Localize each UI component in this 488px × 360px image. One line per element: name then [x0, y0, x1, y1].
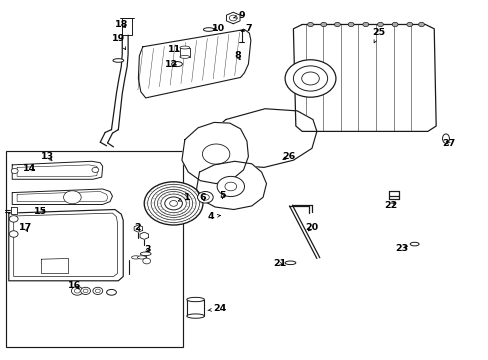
- Circle shape: [151, 187, 196, 220]
- Text: 2: 2: [134, 223, 141, 232]
- Polygon shape: [11, 207, 17, 214]
- Text: 6: 6: [199, 193, 206, 202]
- Circle shape: [202, 144, 229, 164]
- Circle shape: [142, 258, 150, 264]
- Circle shape: [93, 287, 102, 294]
- Text: 13: 13: [41, 152, 54, 161]
- Polygon shape: [293, 24, 435, 131]
- Text: 10: 10: [212, 23, 224, 32]
- Ellipse shape: [285, 261, 295, 265]
- Circle shape: [293, 66, 327, 91]
- Ellipse shape: [113, 59, 123, 62]
- Polygon shape: [17, 165, 98, 176]
- Circle shape: [9, 216, 18, 222]
- Text: 11: 11: [167, 45, 181, 54]
- Circle shape: [147, 184, 199, 222]
- Polygon shape: [226, 12, 240, 24]
- Text: 24: 24: [207, 304, 226, 313]
- Text: 16: 16: [67, 281, 81, 289]
- Text: 21: 21: [272, 259, 286, 268]
- Circle shape: [11, 168, 18, 174]
- Ellipse shape: [409, 242, 418, 246]
- Ellipse shape: [137, 256, 146, 259]
- Polygon shape: [122, 18, 132, 35]
- Circle shape: [320, 22, 326, 27]
- Ellipse shape: [203, 28, 214, 31]
- Text: 15: 15: [34, 207, 46, 216]
- Text: 1: 1: [178, 193, 190, 202]
- Text: 7: 7: [241, 23, 251, 32]
- Circle shape: [418, 22, 424, 27]
- Circle shape: [406, 22, 412, 27]
- Ellipse shape: [171, 62, 182, 67]
- Polygon shape: [12, 189, 112, 204]
- Circle shape: [301, 72, 319, 85]
- Text: 8: 8: [234, 51, 241, 60]
- Polygon shape: [12, 161, 102, 179]
- Ellipse shape: [131, 256, 140, 259]
- Bar: [6, 151, 183, 347]
- Circle shape: [157, 192, 189, 215]
- Text: 17: 17: [19, 223, 32, 232]
- Polygon shape: [140, 232, 148, 239]
- Circle shape: [362, 22, 368, 27]
- Polygon shape: [182, 122, 248, 184]
- Circle shape: [201, 194, 209, 200]
- Circle shape: [9, 231, 18, 237]
- Circle shape: [169, 201, 177, 206]
- Ellipse shape: [140, 252, 151, 256]
- Text: 25: 25: [372, 28, 385, 43]
- Text: 22: 22: [384, 201, 397, 210]
- Circle shape: [83, 289, 88, 293]
- Text: 26: 26: [281, 152, 295, 161]
- Circle shape: [391, 22, 397, 27]
- Circle shape: [164, 197, 182, 210]
- Polygon shape: [180, 48, 189, 57]
- Text: 18: 18: [114, 20, 128, 29]
- Circle shape: [307, 22, 313, 27]
- Text: 23: 23: [395, 244, 407, 253]
- Text: 9: 9: [233, 10, 245, 19]
- Polygon shape: [138, 30, 250, 98]
- Circle shape: [71, 287, 83, 295]
- Circle shape: [81, 287, 90, 294]
- Circle shape: [217, 176, 244, 197]
- Circle shape: [92, 167, 99, 172]
- Circle shape: [74, 289, 80, 293]
- Polygon shape: [196, 161, 266, 210]
- Polygon shape: [14, 213, 117, 276]
- Ellipse shape: [442, 134, 448, 143]
- Text: 12: 12: [164, 59, 178, 68]
- Text: 3: 3: [144, 245, 151, 253]
- Text: 19: 19: [112, 34, 125, 50]
- Circle shape: [63, 191, 81, 204]
- Polygon shape: [17, 192, 107, 202]
- Text: 4: 4: [207, 212, 220, 221]
- Text: 20: 20: [305, 223, 318, 232]
- Polygon shape: [41, 258, 68, 274]
- Circle shape: [95, 289, 100, 293]
- Circle shape: [161, 194, 186, 213]
- Circle shape: [197, 192, 213, 203]
- Polygon shape: [210, 109, 316, 167]
- Circle shape: [334, 22, 340, 27]
- Circle shape: [347, 22, 353, 27]
- Text: 14: 14: [22, 164, 36, 173]
- Polygon shape: [186, 300, 204, 316]
- Ellipse shape: [106, 289, 116, 295]
- Text: 27: 27: [441, 139, 455, 148]
- Ellipse shape: [186, 314, 204, 318]
- Circle shape: [377, 22, 383, 27]
- Circle shape: [144, 182, 203, 225]
- Circle shape: [224, 182, 236, 191]
- Circle shape: [285, 60, 335, 97]
- Ellipse shape: [180, 55, 189, 58]
- Ellipse shape: [186, 297, 204, 302]
- Polygon shape: [134, 225, 142, 232]
- Circle shape: [154, 189, 192, 217]
- Polygon shape: [9, 210, 123, 281]
- Ellipse shape: [180, 46, 189, 49]
- Text: 5: 5: [219, 191, 225, 199]
- Circle shape: [229, 15, 237, 21]
